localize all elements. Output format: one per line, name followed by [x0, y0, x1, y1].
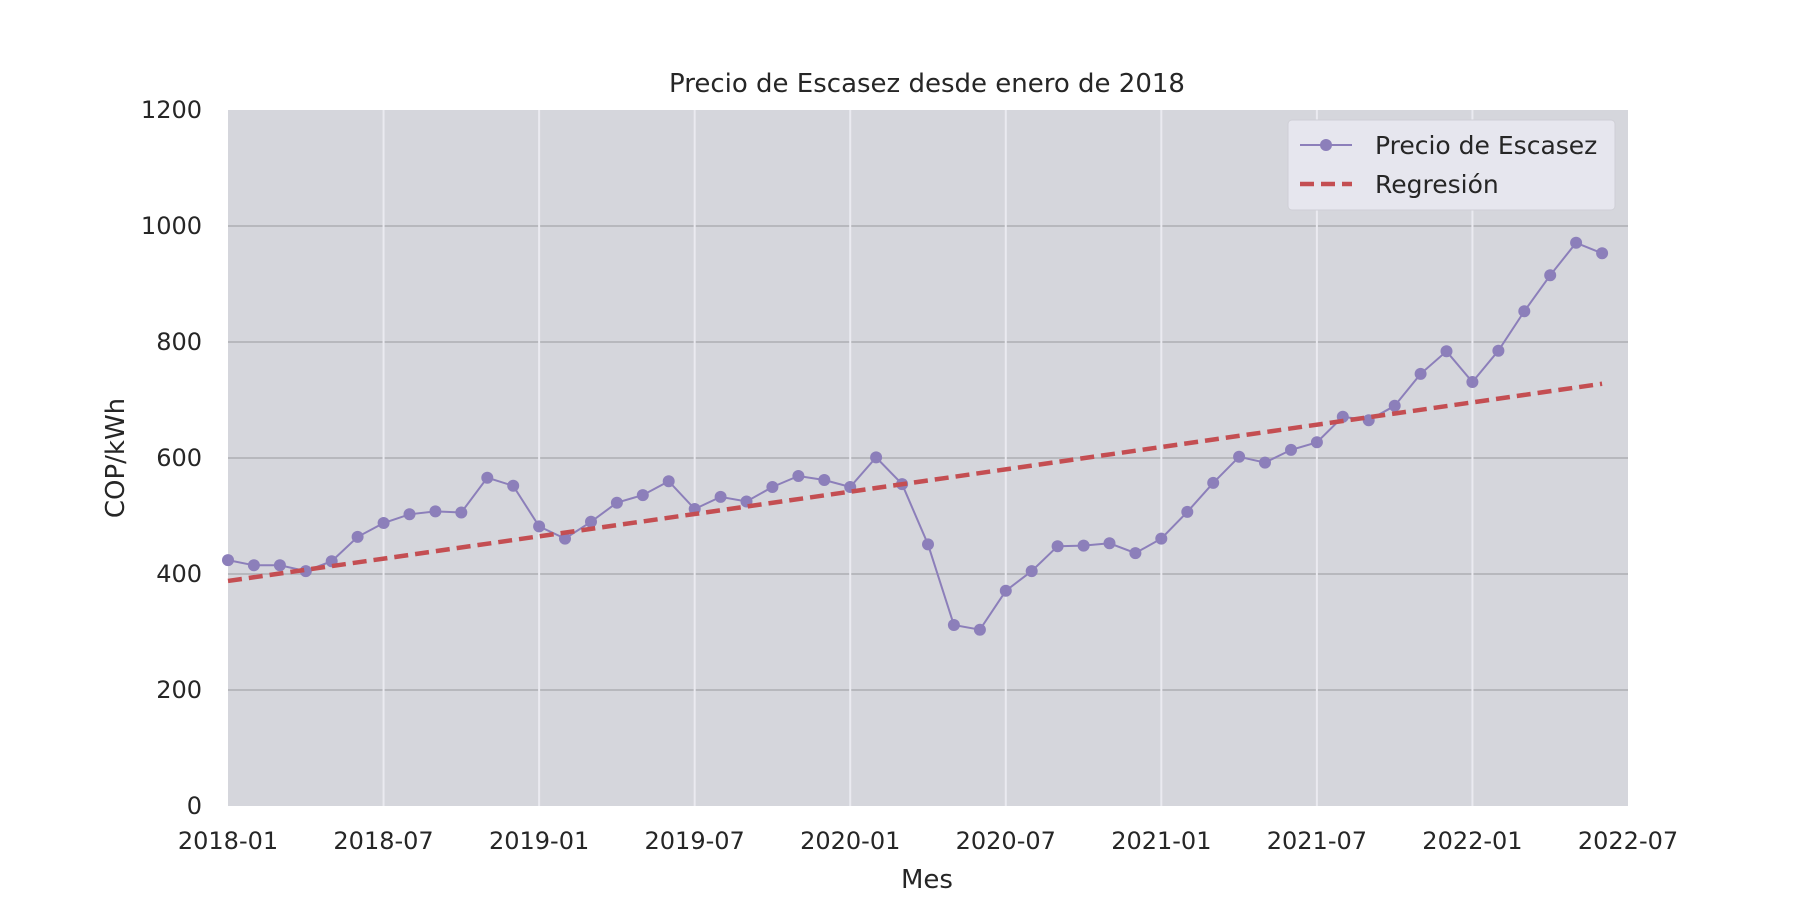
y-tick-label: 1000 [141, 212, 202, 240]
data-point [1518, 305, 1531, 318]
legend-box [1287, 119, 1616, 211]
data-point [1466, 376, 1479, 388]
data-point [1259, 456, 1271, 469]
x-tick-label: 2020-01 [800, 827, 900, 855]
regression-line [227, 381, 1603, 584]
data-point [481, 471, 494, 484]
data-point [947, 619, 960, 631]
x-tick-label: 2018-01 [178, 827, 278, 855]
y-tick-label: 200 [156, 676, 202, 704]
data-point [1129, 547, 1142, 560]
x-axis-label: Mes [901, 865, 953, 895]
x-tick-label: 2020-07 [956, 827, 1056, 855]
data-point [1077, 539, 1090, 552]
y-axis-label: COP/kWh [101, 398, 131, 518]
data-point [1570, 236, 1583, 249]
data-point [559, 532, 571, 545]
data-point [818, 474, 831, 486]
y-tick-label: 600 [156, 444, 202, 472]
legend-label-precio: Precio de Escasez [1375, 131, 1597, 160]
data-point [1207, 476, 1220, 489]
data-point [999, 584, 1012, 597]
data-point [1414, 367, 1427, 380]
legend-marker-precio [1320, 139, 1332, 151]
data-point [403, 508, 416, 521]
data-point [1051, 540, 1064, 553]
data-point [870, 451, 883, 464]
x-tick-label: 2022-07 [1578, 827, 1678, 855]
series [222, 236, 1609, 636]
data-point [377, 517, 390, 529]
data-point [1103, 537, 1116, 550]
data-point [507, 479, 520, 492]
data-point [1233, 450, 1246, 463]
data-point [1492, 344, 1505, 357]
x-axis-ticks: 2018-01 2018-07 2019-01 2019-07 2020-01 2020-… [178, 827, 1678, 855]
data-point [1440, 345, 1453, 358]
y-tick-label: 400 [156, 560, 202, 588]
data-point [1544, 269, 1557, 282]
data-point [222, 554, 234, 567]
y-tick-label: 800 [156, 328, 202, 356]
data-point [1388, 399, 1401, 412]
data-point [610, 496, 623, 509]
data-point [1181, 505, 1194, 518]
data-point [792, 470, 805, 482]
y-tick-label: 0 [187, 792, 202, 820]
y-axis-ticks: 0 200 400 600 800 1000 1200 [141, 96, 202, 820]
x-tick-label: 2021-07 [1267, 827, 1367, 855]
y-tick-label: 1200 [141, 96, 202, 124]
x-tick-label: 2019-07 [645, 827, 745, 855]
data-point [533, 520, 546, 533]
grid [228, 110, 1628, 806]
data-point [247, 559, 260, 572]
data-point [585, 515, 597, 528]
data-point [636, 489, 649, 502]
data-point [1310, 436, 1323, 449]
x-tick-label: 2022-01 [1422, 827, 1522, 855]
data-point [351, 530, 364, 543]
data-point [1596, 247, 1609, 260]
data-point [766, 481, 779, 493]
data-point [1025, 565, 1038, 578]
data-point [429, 505, 442, 518]
x-tick-label: 2021-01 [1111, 827, 1211, 855]
data-point [1155, 532, 1168, 545]
data-point [273, 559, 286, 572]
data-point [922, 538, 934, 551]
data-point [1285, 443, 1297, 456]
data-point [973, 623, 986, 636]
x-tick-label: 2018-07 [333, 827, 433, 855]
chart-title: Precio de Escasez desde enero de 2018 [669, 69, 1185, 99]
data-point [455, 506, 468, 519]
x-tick-label: 2019-01 [489, 827, 589, 855]
legend: Precio de Escasez Regresión [1287, 119, 1616, 211]
data-point [714, 490, 727, 503]
data-point [662, 475, 675, 488]
legend-label-regresion: Regresión [1375, 170, 1499, 199]
